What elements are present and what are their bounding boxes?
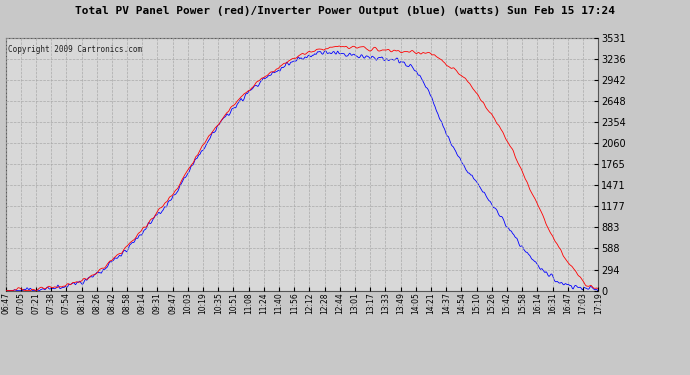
Text: Copyright 2009 Cartronics.com: Copyright 2009 Cartronics.com (8, 45, 143, 54)
Text: Total PV Panel Power (red)/Inverter Power Output (blue) (watts) Sun Feb 15 17:24: Total PV Panel Power (red)/Inverter Powe… (75, 6, 615, 16)
